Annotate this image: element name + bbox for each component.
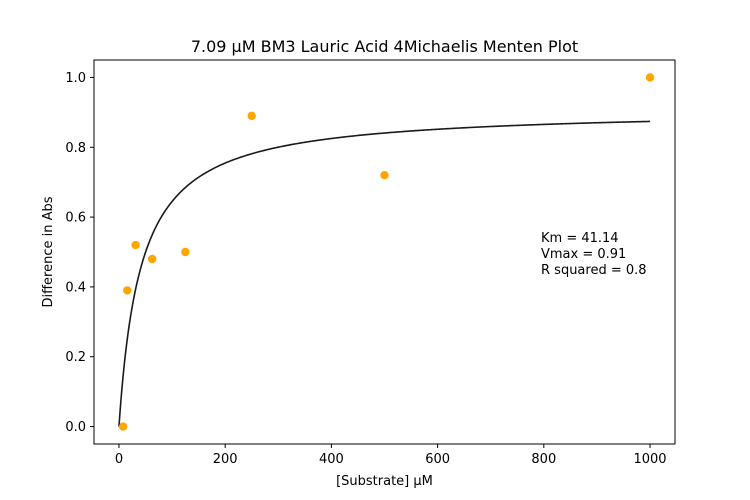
x-tick-label: 1000 <box>633 452 666 467</box>
y-tick-label: 0.6 <box>65 211 86 226</box>
data-point <box>181 247 190 257</box>
x-axis-label: [Substrate] µM <box>336 474 433 489</box>
fit-annotation: Km = 41.14 Vmax = 0.91 R squared = 0.8 <box>541 231 647 278</box>
fit-curve-layer <box>118 120 651 427</box>
x-tick-label: 600 <box>425 452 450 467</box>
r-squared-annotation: R squared = 0.8 <box>541 263 647 278</box>
x-tick-label: 0 <box>115 452 123 467</box>
x-tick-label: 400 <box>319 452 344 467</box>
y-axis-ticks: 0.0 0.2 0.4 0.6 0.8 1.0 <box>65 71 94 435</box>
x-tick-label: 200 <box>213 452 238 467</box>
data-points-layer <box>118 73 655 431</box>
km-annotation: Km = 41.14 <box>541 231 619 246</box>
data-point <box>118 422 128 431</box>
y-tick-label: 0.0 <box>65 420 86 435</box>
y-tick-label: 0.8 <box>65 141 86 156</box>
data-point <box>147 254 157 264</box>
data-point <box>645 73 655 82</box>
data-point <box>123 286 132 295</box>
x-axis-ticks: 0 200 400 600 800 1000 <box>115 444 667 467</box>
x-tick-label: 800 <box>531 452 556 467</box>
data-point <box>380 171 389 180</box>
vmax-annotation: Vmax = 0.91 <box>541 247 626 262</box>
plot-frame <box>93 59 676 445</box>
y-tick-label: 0.2 <box>65 350 86 365</box>
data-point <box>131 240 140 250</box>
chart-title: 7.09 µM BM3 Lauric Acid 4Michaelis Mente… <box>191 37 578 56</box>
plot-area <box>93 59 676 445</box>
y-tick-label: 0.4 <box>65 280 86 295</box>
y-tick-label: 1.0 <box>65 71 86 86</box>
data-point <box>247 111 256 121</box>
y-axis-label: Difference in Abs <box>41 196 56 307</box>
fit-curve <box>118 120 651 427</box>
